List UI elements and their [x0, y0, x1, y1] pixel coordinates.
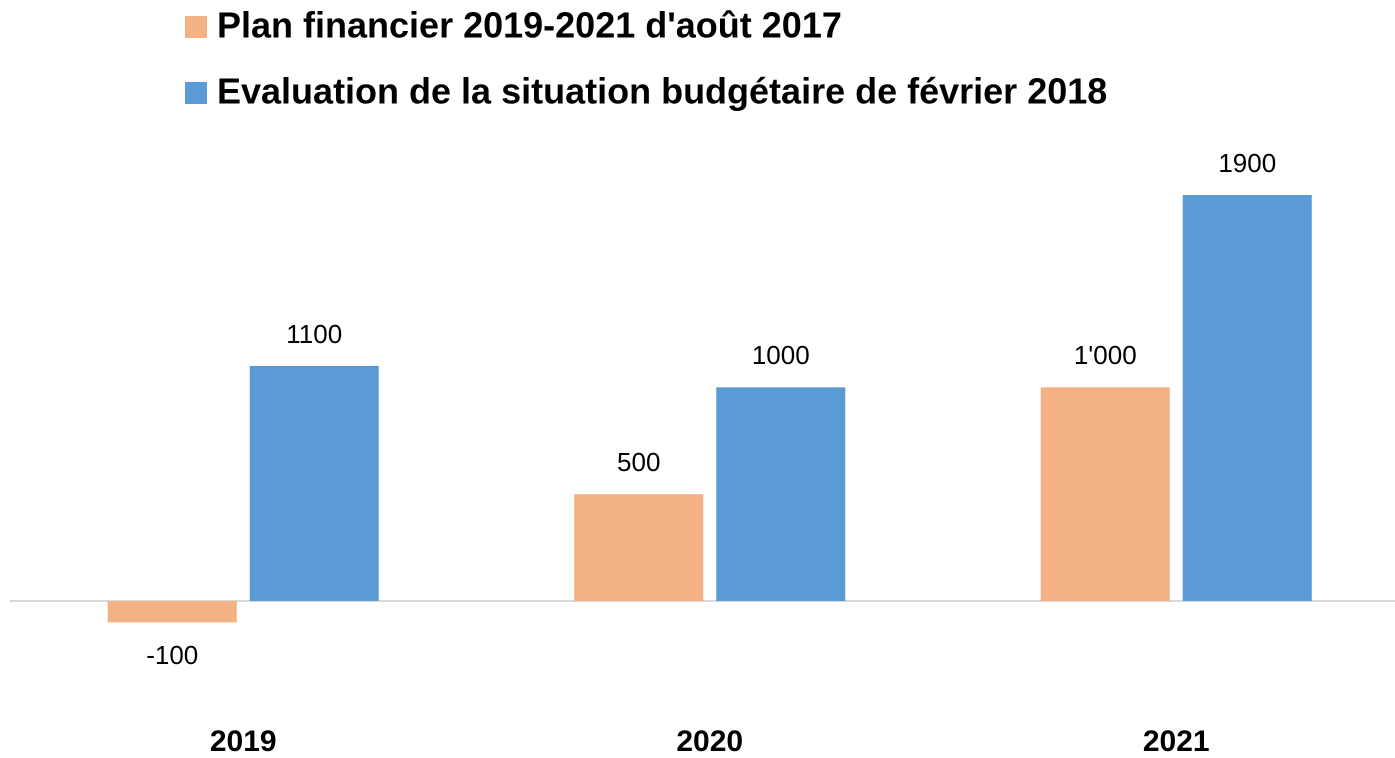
data-label: 1100	[286, 319, 342, 349]
bar	[574, 494, 704, 601]
legend-label: Plan financier 2019-2021 d'août 2017	[217, 5, 842, 46]
bar	[107, 601, 237, 623]
data-label: 1000	[752, 340, 810, 370]
data-label: 1'000	[1074, 340, 1137, 370]
data-label: 500	[617, 447, 660, 477]
x-tick-label: 2021	[1143, 725, 1210, 758]
x-tick-label: 2019	[210, 725, 277, 758]
data-label: 1900	[1218, 148, 1276, 178]
data-label: -100	[146, 640, 198, 670]
legend-swatch	[185, 16, 207, 38]
legend-label: Evaluation de la situation budgétaire de…	[217, 71, 1107, 112]
bar	[1040, 387, 1170, 601]
bar	[716, 387, 846, 601]
bar	[1182, 195, 1312, 601]
legend-swatch	[185, 82, 207, 104]
bar	[249, 365, 379, 601]
x-tick-label: 2020	[676, 725, 743, 758]
